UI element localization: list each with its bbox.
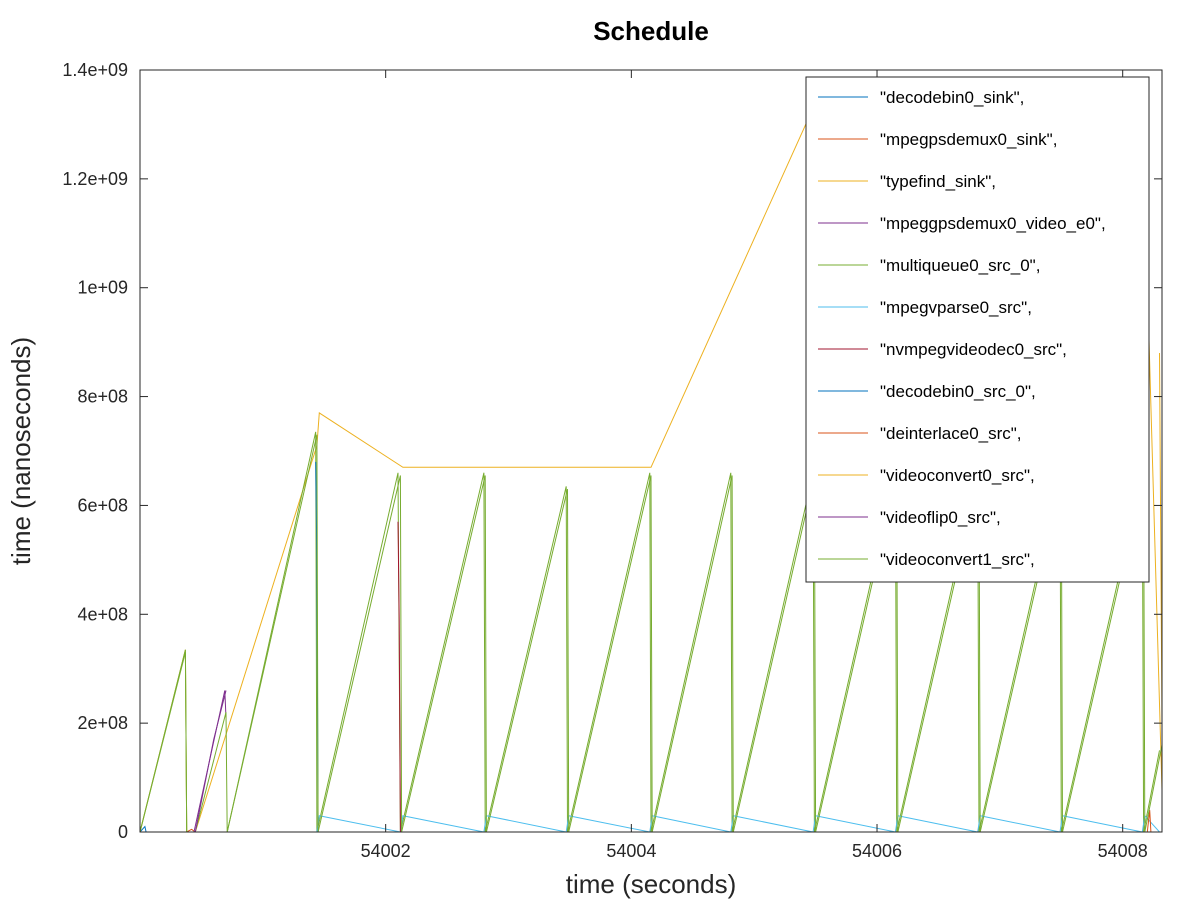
- legend-box: [805, 76, 1150, 583]
- series-line-10: [194, 690, 227, 832]
- legend-label-10: "videoflip0_src",: [880, 508, 1001, 527]
- y-tick-label: 1e+09: [77, 278, 128, 298]
- series-line-6: [397, 521, 401, 832]
- legend-label-4: "multiqueue0_src_0",: [880, 256, 1040, 275]
- series-line-3: [193, 690, 227, 832]
- y-tick-label: 8e+08: [77, 387, 128, 407]
- ticks-layer: 54002 54004 54006 54008 0 2e+08 4e+08 6e+08 8e+0…: [62, 60, 1162, 861]
- y-tick-label: 6e+08: [77, 495, 128, 515]
- x-tick-label: 54002: [361, 841, 411, 861]
- x-tick-label: 54008: [1098, 841, 1148, 861]
- series-line-8: [1146, 810, 1152, 832]
- y-tick-label: 2e+08: [77, 713, 128, 733]
- x-tick-label: 54006: [852, 841, 902, 861]
- y-tick-label: 4e+08: [77, 604, 128, 624]
- legend-label-0: "decodebin0_sink",: [880, 88, 1024, 107]
- legend-label-9: "videoconvert0_src",: [880, 466, 1035, 485]
- legend-label-1: "mpegpsdemux0_sink",: [880, 130, 1057, 149]
- legend-label-5: "mpegvparse0_src",: [880, 298, 1032, 317]
- chart-title: Schedule: [593, 16, 709, 46]
- legend-label-3: "mpeggpsdemux0_video_e0",: [880, 214, 1106, 233]
- legend-label-8: "deinterlace0_src",: [880, 424, 1022, 443]
- y-tick-label: 1.4e+09: [62, 60, 128, 80]
- plot-frame: [139, 69, 1163, 833]
- series-line-11: [140, 434, 1162, 832]
- legend-label-6: "nvmpegvideodec0_src",: [880, 340, 1067, 359]
- y-tick-label: 0: [118, 822, 128, 842]
- x-tick-label: 54004: [606, 841, 656, 861]
- legend-label-11: "videoconvert1_src",: [880, 550, 1035, 569]
- y-tick-label: 1.2e+09: [62, 169, 128, 189]
- legend-label-7: "decodebin0_src_0",: [880, 382, 1036, 401]
- legend-label-2: "typefind_sink",: [880, 172, 996, 191]
- legend: "decodebin0_sink", "mpegpsdemux0_sink", "t…: [805, 76, 1150, 583]
- y-axis-label: time (nanoseconds): [6, 337, 36, 565]
- series-line-9: [1159, 352, 1162, 769]
- x-axis-label: time (seconds): [566, 869, 737, 899]
- series-line-4: [140, 431, 1160, 832]
- series-line-5: [316, 814, 1160, 832]
- series-line-0: [140, 825, 147, 832]
